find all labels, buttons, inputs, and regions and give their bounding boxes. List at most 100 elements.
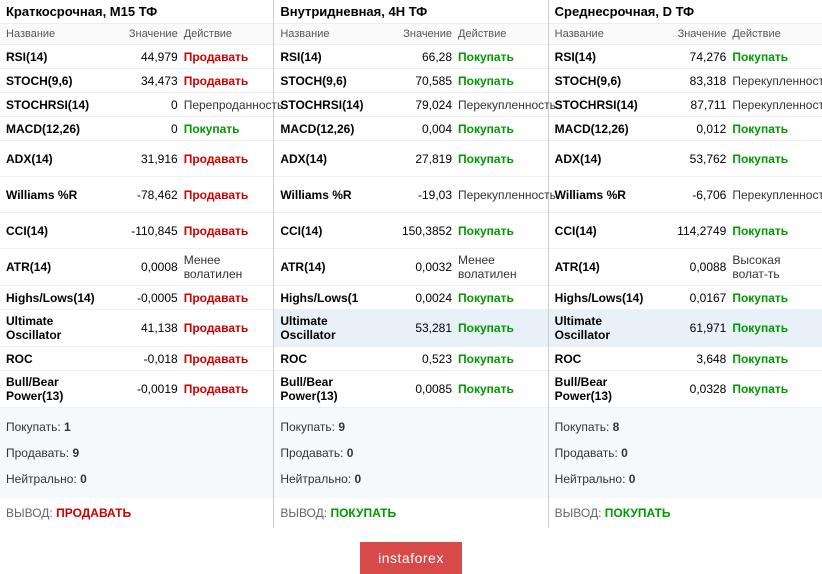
indicator-name: STOCHRSI(14)	[6, 98, 105, 112]
panel-title: Внутридневная, 4H ТФ	[274, 0, 547, 23]
indicator-name: CCI(14)	[555, 224, 654, 238]
verdict-value: ПОКУПАТЬ	[605, 506, 671, 520]
indicator-row: STOCHRSI(14)87,711Перекупленность	[549, 93, 822, 117]
indicator-name: CCI(14)	[6, 224, 105, 238]
verdict: ВЫВОД: ПОКУПАТЬ	[274, 498, 547, 528]
summary-block: Покупать: 9Продавать: 0Нейтрально: 0	[274, 408, 547, 498]
indicator-action: Продавать	[184, 152, 268, 166]
indicator-value: -78,462	[105, 188, 183, 202]
indicator-value: 70,585	[380, 74, 458, 88]
indicator-row: Ultimate Oscillator41,138Продавать	[0, 310, 273, 347]
verdict-label: ВЫВОД:	[6, 506, 56, 520]
indicator-name: Highs/Lows(1	[280, 291, 379, 305]
indicator-row: Ultimate Oscillator61,971Покупать	[549, 310, 822, 347]
verdict-label: ВЫВОД:	[280, 506, 330, 520]
indicator-action: Перекупленность	[458, 98, 556, 112]
indicator-action: Покупать	[732, 382, 816, 396]
summary-sell: Продавать: 9	[6, 440, 267, 466]
indicator-row: Ultimate Oscillator53,281Покупать	[274, 310, 547, 347]
indicator-name: RSI(14)	[6, 50, 105, 64]
indicator-action: Продавать	[184, 352, 268, 366]
indicator-value: 3,648	[654, 352, 732, 366]
indicator-action: Покупать	[458, 224, 542, 238]
indicator-row: MACD(12,26)0,012Покупать	[549, 117, 822, 141]
verdict-value: ПРОДАВАТЬ	[56, 506, 131, 520]
indicator-value: 0,004	[380, 122, 458, 136]
footer-brand: instaforex	[360, 542, 462, 574]
summary-neutral: Нейтрально: 0	[280, 466, 541, 492]
subheader: НазваниеЗначениеДействие	[0, 23, 273, 45]
indicator-action: Покупать	[458, 152, 542, 166]
indicator-row: STOCHRSI(14)79,024Перекупленность	[274, 93, 547, 117]
indicator-row: STOCH(9,6)70,585Покупать	[274, 69, 547, 93]
indicator-row: RSI(14)74,276Покупать	[549, 45, 822, 69]
indicator-row: ADX(14)53,762Покупать	[549, 141, 822, 177]
indicator-action: Покупать	[458, 291, 542, 305]
indicator-row: Bull/Bear Power(13)-0,0019Продавать	[0, 371, 273, 408]
col-header-value: Значение	[105, 28, 183, 40]
indicator-name: STOCH(9,6)	[555, 74, 654, 88]
indicator-value: -19,03	[380, 188, 458, 202]
verdict-label: ВЫВОД:	[555, 506, 605, 520]
indicator-row: Bull/Bear Power(13)0,0328Покупать	[549, 371, 822, 408]
indicator-name: MACD(12,26)	[6, 122, 105, 136]
indicator-name: Highs/Lows(14)	[555, 291, 654, 305]
indicator-value: 44,979	[105, 50, 183, 64]
indicator-name: Ultimate Oscillator	[280, 314, 379, 342]
indicator-name: MACD(12,26)	[555, 122, 654, 136]
summary-sell: Продавать: 0	[280, 440, 541, 466]
col-header-value: Значение	[380, 28, 458, 40]
indicator-action: Продавать	[184, 74, 268, 88]
summary-neutral: Нейтрально: 0	[6, 466, 267, 492]
indicator-row: Highs/Lows(10,0024Покупать	[274, 286, 547, 310]
indicator-action: Продавать	[184, 382, 268, 396]
indicator-value: -0,0005	[105, 291, 183, 305]
indicator-name: ADX(14)	[555, 152, 654, 166]
indicator-action: Покупать	[732, 321, 816, 335]
indicator-value: 0,0085	[380, 382, 458, 396]
indicator-row: STOCH(9,6)83,318Перекупленность	[549, 69, 822, 93]
indicator-row: ATR(14)0,0008Менее волатилен	[0, 249, 273, 286]
indicator-name: ATR(14)	[555, 260, 654, 274]
summary-buy: Покупать: 8	[555, 414, 816, 440]
indicator-row: Highs/Lows(14)0,0167Покупать	[549, 286, 822, 310]
indicator-name: ROC	[280, 352, 379, 366]
panel-title: Краткосрочная, M15 ТФ	[0, 0, 273, 23]
indicator-name: ROC	[555, 352, 654, 366]
indicator-row: STOCHRSI(14)0Перепроданность	[0, 93, 273, 117]
indicator-action: Перекупленность	[732, 74, 822, 88]
panel-title: Среднесрочная, D ТФ	[549, 0, 822, 23]
indicator-action: Продавать	[184, 321, 268, 335]
indicator-name: Bull/Bear Power(13)	[6, 375, 105, 403]
subheader: НазваниеЗначениеДействие	[274, 23, 547, 45]
indicator-value: 79,024	[380, 98, 458, 112]
indicator-action: Покупать	[458, 74, 542, 88]
indicator-value: -0,018	[105, 352, 183, 366]
indicator-row: ROC3,648Покупать	[549, 347, 822, 371]
summary-neutral: Нейтрально: 0	[555, 466, 816, 492]
indicator-value: -6,706	[654, 188, 732, 202]
indicator-action: Покупать	[458, 352, 542, 366]
indicator-value: -110,845	[105, 224, 183, 238]
indicator-name: ATR(14)	[6, 260, 105, 274]
indicator-value: 34,473	[105, 74, 183, 88]
summary-buy: Покупать: 9	[280, 414, 541, 440]
indicator-action: Менее волатилен	[184, 253, 268, 281]
indicator-name: ADX(14)	[6, 152, 105, 166]
indicator-value: 66,28	[380, 50, 458, 64]
indicator-action: Перепроданность	[184, 98, 284, 112]
panels-container: Краткосрочная, M15 ТФНазваниеЗначениеДей…	[0, 0, 822, 528]
indicator-value: -0,0019	[105, 382, 183, 396]
indicator-name: Williams %R	[555, 188, 654, 202]
indicator-action: Покупать	[732, 50, 816, 64]
indicator-value: 0,0032	[380, 260, 458, 274]
indicator-action: Высокая волат-ть	[732, 253, 816, 281]
indicator-value: 0,0088	[654, 260, 732, 274]
indicator-name: Ultimate Oscillator	[555, 314, 654, 342]
col-header-name: Название	[555, 28, 654, 40]
indicator-row: ROC-0,018Продавать	[0, 347, 273, 371]
indicator-action: Перекупленность	[732, 98, 822, 112]
verdict: ВЫВОД: ПОКУПАТЬ	[549, 498, 822, 528]
indicator-action: Покупать	[458, 122, 542, 136]
indicator-name: Bull/Bear Power(13)	[555, 375, 654, 403]
